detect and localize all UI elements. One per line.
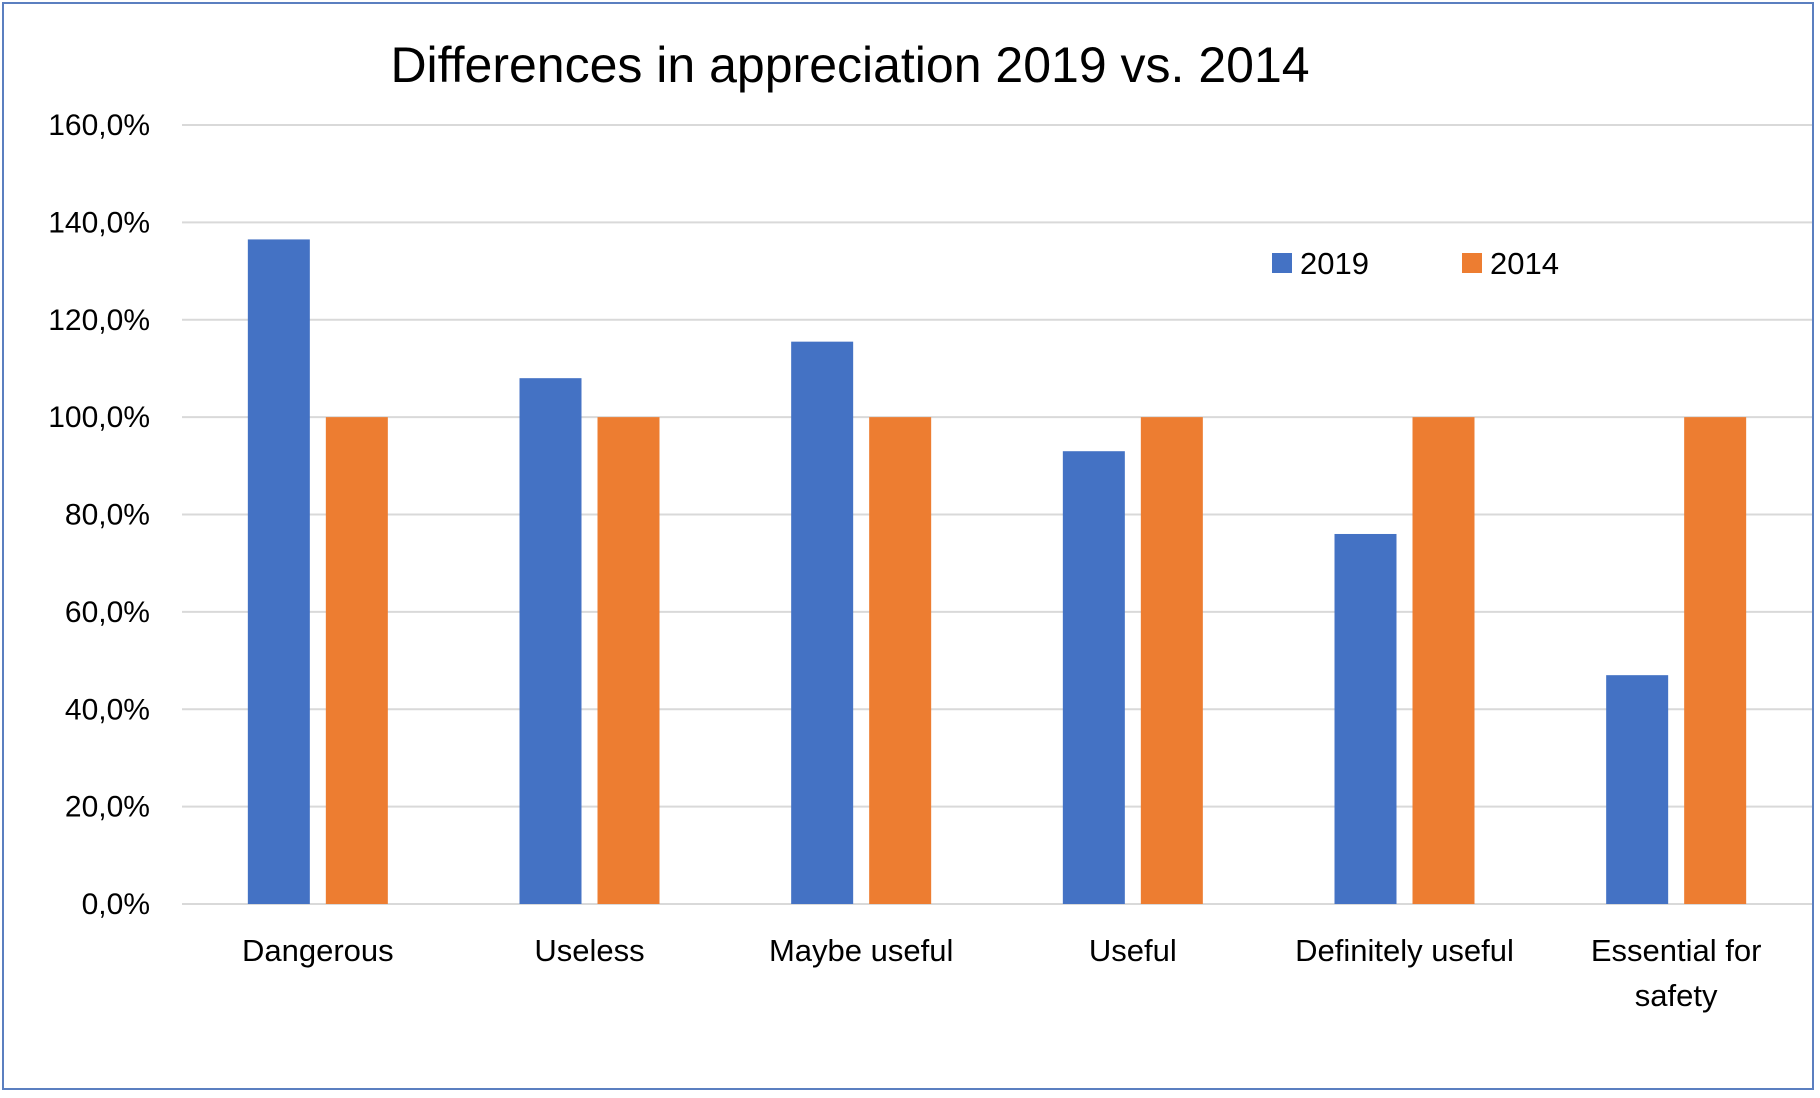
x-tick-label: Definitely useful xyxy=(1295,933,1514,968)
x-tick-label: Dangerous xyxy=(242,933,394,968)
y-tick-label: 40,0% xyxy=(65,693,150,726)
bar-2014 xyxy=(325,417,388,904)
bar-2019 xyxy=(791,341,854,904)
bar-2019 xyxy=(247,239,310,904)
y-axis-ticks: 0,0% 20,0% 40,0% 60,0% 80,0% 100,0% 120,0% 140,… xyxy=(48,109,150,921)
bar-2014 xyxy=(869,417,932,904)
bar-2019 xyxy=(1334,533,1397,904)
legend-label: 2014 xyxy=(1490,246,1559,281)
chart-title: Differences in appreciation 2019 vs. 201… xyxy=(390,37,1309,93)
x-tick-label: safety xyxy=(1635,978,1718,1013)
legend: 2019 2014 xyxy=(1272,246,1559,281)
bar-2014 xyxy=(597,417,660,904)
x-axis-labels: Dangerous Useless Maybe useful Useful Defini… xyxy=(242,933,1761,1013)
y-tick-label: 160,0% xyxy=(48,109,150,142)
bar-2014 xyxy=(1412,417,1475,904)
bar-2014 xyxy=(1140,417,1203,904)
x-tick-label: Useful xyxy=(1089,933,1177,968)
y-tick-label: 120,0% xyxy=(48,304,150,337)
bar-2019 xyxy=(519,378,582,904)
y-tick-label: 60,0% xyxy=(65,596,150,629)
bar-2014 xyxy=(1684,417,1747,904)
bar-2019 xyxy=(1606,675,1669,904)
x-tick-label: Essential for xyxy=(1591,933,1762,968)
y-tick-label: 100,0% xyxy=(48,401,150,434)
bar-2019 xyxy=(1062,451,1125,904)
bars xyxy=(247,239,1747,904)
legend-swatch-2019 xyxy=(1272,253,1292,273)
y-tick-label: 0,0% xyxy=(82,888,150,921)
bar-chart: Differences in appreciation 2019 vs. 201… xyxy=(48,37,1812,1013)
y-tick-label: 80,0% xyxy=(65,499,150,532)
legend-swatch-2014 xyxy=(1462,253,1482,273)
gridlines xyxy=(182,124,1812,905)
legend-label: 2019 xyxy=(1300,246,1369,281)
x-tick-label: Maybe useful xyxy=(769,933,953,968)
y-tick-label: 20,0% xyxy=(65,791,150,824)
y-tick-label: 140,0% xyxy=(48,206,150,239)
x-tick-label: Useless xyxy=(534,933,644,968)
